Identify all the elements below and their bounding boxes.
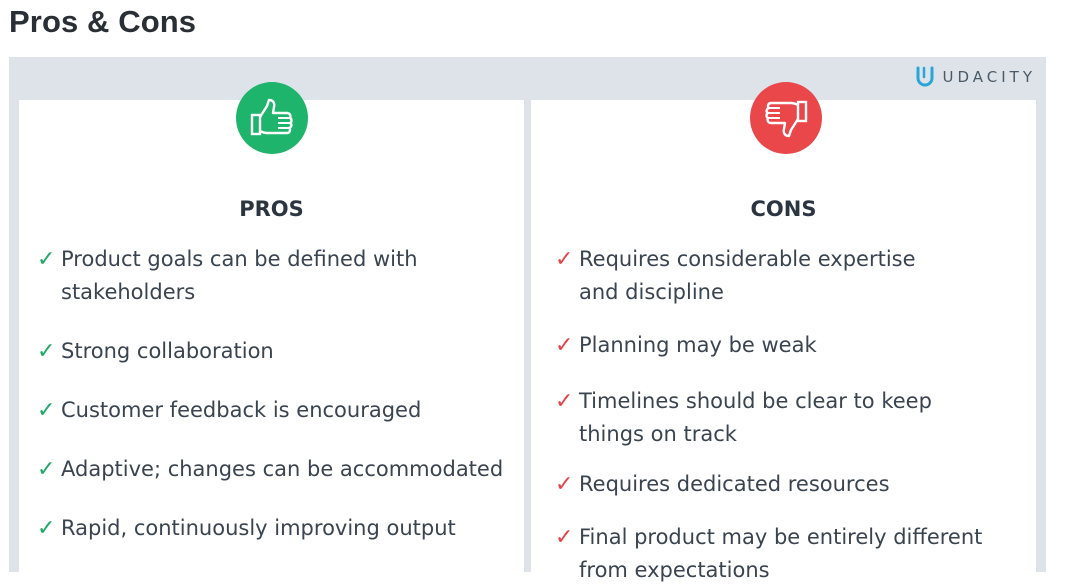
check-icon: ✓: [37, 516, 56, 541]
cons-item-text: Requires considerable expertise and disc…: [579, 247, 916, 304]
page-title: Pros & Cons: [9, 4, 197, 39]
brand-name: UDACITY: [942, 68, 1036, 86]
pros-heading: PROS: [239, 197, 304, 221]
udacity-brand: UDACITY: [915, 66, 1037, 88]
cons-badge: [750, 82, 822, 154]
check-icon: ✓: [37, 457, 56, 482]
cons-item-text: Planning may be weak: [579, 333, 817, 357]
list-item: ✓ Requires considerable expertise and di…: [555, 243, 1009, 309]
pros-item-text: Customer feedback is encouraged: [61, 398, 422, 422]
pros-item-text: Strong collaboration: [61, 339, 274, 363]
pros-item-text: Rapid, continuously improving output: [61, 516, 456, 540]
cons-item-text: Final product may be entirely different …: [579, 525, 983, 582]
list-item: ✓ Adaptive; changes can be accommodated: [37, 453, 511, 486]
check-icon: ✓: [555, 247, 574, 272]
list-item: ✓ Requires dedicated resources: [555, 468, 1009, 501]
cons-heading: CONS: [750, 197, 817, 221]
pros-item-text: Product goals can be defined with stakeh…: [61, 247, 418, 304]
cons-panel: CONS ✓ Requires considerable expertise a…: [531, 82, 1036, 582]
list-item: ✓ Rapid, continuously improving output: [37, 512, 511, 545]
check-icon: ✓: [555, 389, 574, 414]
list-item: ✓ Timelines should be clear to keep thin…: [555, 385, 1009, 451]
pros-item-text: Adaptive; changes can be accommodated: [61, 457, 504, 481]
list-item: ✓ Strong collaboration: [37, 335, 511, 368]
list-item: ✓ Planning may be weak: [555, 329, 1009, 362]
thumbs-up-icon: [250, 98, 293, 136]
pros-badge: [236, 82, 308, 154]
list-item: ✓ Product goals can be defined with stak…: [37, 243, 511, 309]
check-icon: ✓: [37, 247, 56, 272]
list-item: ✓ Customer feedback is encouraged: [37, 394, 511, 427]
pros-panel: PROS ✓ Product goals can be defined with…: [19, 82, 524, 572]
thumbs-down-icon: [765, 100, 808, 138]
udacity-u-icon: [916, 66, 933, 87]
check-icon: ✓: [37, 339, 56, 364]
check-icon: ✓: [555, 333, 574, 358]
check-icon: ✓: [555, 525, 574, 550]
check-icon: ✓: [37, 398, 56, 423]
check-icon: ✓: [555, 472, 574, 497]
cons-item-text: Timelines should be clear to keep things…: [579, 389, 932, 446]
list-item: ✓ Final product may be entirely differen…: [555, 521, 1009, 587]
cons-item-text: Requires dedicated resources: [579, 472, 890, 496]
pros-cons-slide: UDACITY PROS ✓ Product goals can be defi…: [9, 57, 1046, 582]
